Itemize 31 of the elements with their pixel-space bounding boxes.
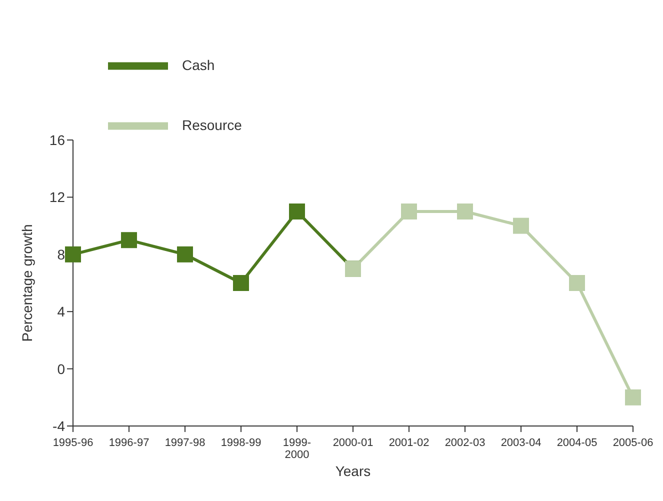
x-tick-label: 2000-01 (332, 437, 374, 449)
point (121, 232, 137, 248)
y-axis-title: Percentage growth (18, 224, 35, 342)
point (233, 275, 249, 291)
y-tick-label: 16 (49, 132, 66, 148)
point (177, 246, 193, 262)
x-tick-label: 2002-03 (444, 437, 486, 449)
point (625, 389, 641, 406)
y-tick-label: 0 (57, 360, 66, 377)
point (457, 204, 473, 220)
x-tick-label: 2005-06 (612, 437, 654, 449)
x-tick-label: 1999-2000 (282, 437, 312, 461)
y-tick-label: 4 (57, 304, 66, 320)
point (401, 204, 417, 220)
point (289, 204, 305, 220)
legend-label: Resource (182, 116, 242, 133)
y-tick-label: -4 (52, 418, 66, 434)
x-axis-title: Years (335, 463, 371, 479)
point (513, 218, 529, 234)
x-tick-label: 1998-99 (220, 437, 262, 449)
x-tick-label: 2001-02 (388, 437, 430, 449)
x-tick-label: 1996-97 (108, 437, 150, 449)
y-tick-label: 8 (57, 246, 66, 262)
point (569, 275, 585, 291)
x-tick-label: 1997-98 (164, 437, 206, 449)
x-tick-label: 1995-96 (52, 437, 94, 449)
legend-label: Cash (182, 56, 215, 73)
point (65, 246, 81, 262)
y-tick-label: 12 (49, 189, 66, 206)
x-tick-label: 2004-05 (556, 437, 598, 449)
x-tick-label: 2003-04 (500, 437, 542, 449)
